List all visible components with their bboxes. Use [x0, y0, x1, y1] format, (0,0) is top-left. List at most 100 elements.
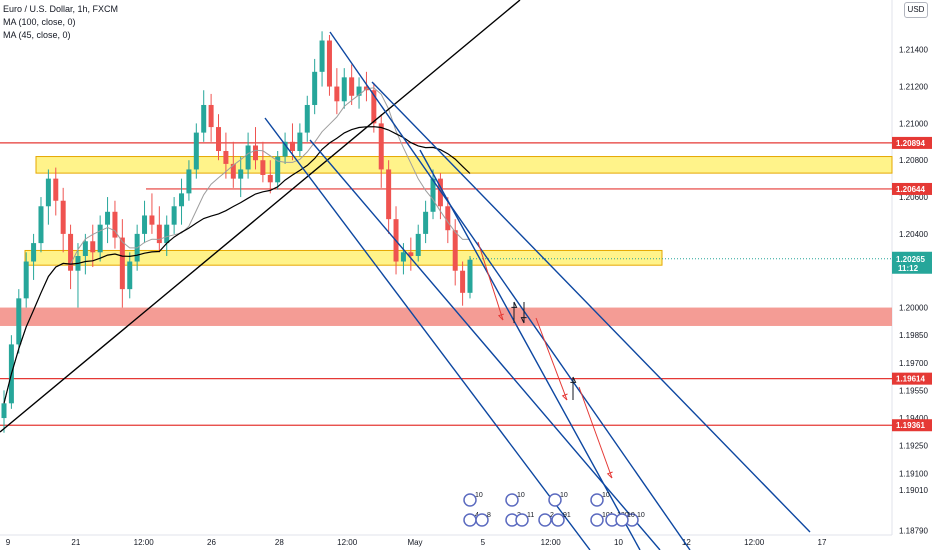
candle-body[interactable] — [127, 261, 133, 290]
candle-body[interactable] — [223, 151, 229, 164]
support-zone-red[interactable] — [0, 307, 892, 326]
candle-body[interactable] — [23, 261, 29, 299]
candle-body[interactable] — [445, 206, 451, 231]
y-tick-label: 1.20600 — [899, 193, 928, 202]
candle-body[interactable] — [179, 193, 185, 207]
event-marker-icon[interactable] — [463, 493, 477, 507]
candle-body[interactable] — [164, 224, 170, 244]
projection-arrow[interactable] — [477, 241, 504, 321]
candle-body[interactable] — [408, 252, 414, 256]
event-count-label: 10 — [517, 492, 525, 499]
candle-body[interactable] — [149, 215, 155, 225]
candle-body[interactable] — [430, 178, 436, 212]
y-tick-label: 1.21200 — [899, 83, 928, 92]
candle-body[interactable] — [319, 40, 325, 72]
candle-body[interactable] — [415, 233, 421, 256]
event-marker-icon[interactable] — [515, 513, 529, 527]
symbol-title[interactable]: Euro / U.S. Dollar, 1h, FXCM — [3, 4, 119, 14]
projection-arrow[interactable] — [535, 317, 568, 401]
candle-body[interactable] — [38, 206, 44, 244]
candle-body[interactable] — [97, 224, 103, 253]
candle-body[interactable] — [142, 215, 148, 234]
event-marker-icon[interactable] — [475, 513, 489, 527]
candle-body[interactable] — [156, 224, 162, 244]
candle-body[interactable] — [452, 230, 458, 271]
candle-body[interactable] — [275, 156, 281, 183]
candle-body[interactable] — [216, 127, 222, 152]
candle-body[interactable] — [349, 77, 355, 96]
candle-body[interactable] — [16, 298, 22, 345]
support-zone-yellow[interactable] — [24, 249, 663, 266]
downtrend-line[interactable] — [309, 139, 661, 550]
ma100-label[interactable]: MA (100, close, 0) — [3, 17, 76, 27]
candle-body[interactable] — [31, 243, 37, 262]
candle-body[interactable] — [356, 86, 362, 96]
candle-body[interactable] — [238, 169, 244, 179]
candle-body[interactable] — [437, 178, 443, 207]
support-zone-yellow[interactable] — [35, 156, 893, 174]
event-marker-icon[interactable] — [505, 493, 519, 507]
candle-body[interactable] — [341, 77, 347, 102]
candle-body[interactable] — [267, 174, 273, 183]
currency-button[interactable]: USD — [904, 2, 928, 18]
level-badge-label: 1.20894 — [896, 139, 925, 148]
x-tick-label: 12 — [682, 538, 691, 547]
candle-body[interactable] — [201, 104, 207, 133]
candle-body[interactable] — [460, 270, 466, 293]
downtrend-line[interactable] — [264, 117, 591, 550]
downtrend-line[interactable] — [419, 149, 641, 550]
event-marker-icon[interactable] — [615, 513, 629, 527]
candle-body[interactable] — [312, 71, 318, 105]
candle-body[interactable] — [208, 104, 214, 128]
event-count-label: 2 — [550, 512, 554, 519]
candle-body[interactable] — [467, 259, 473, 293]
ma100-line[interactable] — [3, 126, 471, 404]
candle-body[interactable] — [334, 86, 340, 102]
candle-body[interactable] — [400, 252, 406, 262]
candle-body[interactable] — [53, 178, 59, 201]
event-marker-icon[interactable] — [590, 513, 604, 527]
candle-body[interactable] — [378, 123, 384, 170]
projection-arrow-head — [497, 313, 504, 321]
candle-body[interactable] — [105, 211, 111, 225]
candle-body[interactable] — [90, 241, 96, 253]
candle-body[interactable] — [282, 141, 288, 157]
candle-body[interactable] — [297, 132, 303, 152]
candle-body[interactable] — [112, 211, 118, 238]
candle-body[interactable] — [371, 90, 377, 124]
candle-body[interactable] — [119, 237, 125, 290]
candle-body[interactable] — [60, 200, 66, 234]
candle-body[interactable] — [245, 145, 251, 170]
event-marker-icon[interactable] — [538, 513, 552, 527]
uptrend-line[interactable] — [0, 0, 521, 433]
candle-body[interactable] — [326, 40, 332, 87]
candle-body[interactable] — [386, 169, 392, 220]
event-marker-icon[interactable] — [590, 493, 604, 507]
candle-body[interactable] — [260, 160, 266, 175]
candle-body[interactable] — [304, 104, 310, 133]
candle-body[interactable] — [45, 178, 51, 207]
downtrend-line[interactable] — [371, 81, 811, 533]
event-marker-icon[interactable] — [548, 493, 562, 507]
downtrend-line[interactable] — [329, 31, 691, 550]
level-badge — [892, 182, 932, 195]
candle-body[interactable] — [186, 169, 192, 194]
candle-body[interactable] — [68, 233, 74, 271]
event-marker-icon[interactable] — [551, 513, 565, 527]
projection-arrow-head — [561, 393, 568, 401]
candle-body[interactable] — [171, 206, 177, 225]
candle-body[interactable] — [230, 163, 236, 179]
price-axis[interactable] — [892, 0, 932, 550]
x-tick-label: 26 — [207, 538, 216, 547]
projection-arrow[interactable] — [578, 386, 613, 479]
candle-body[interactable] — [252, 145, 258, 161]
candle-body[interactable] — [1, 403, 7, 419]
ma45-line[interactable] — [3, 87, 471, 404]
candle-body[interactable] — [82, 241, 88, 256]
candle-body[interactable] — [193, 132, 199, 170]
ma45-label[interactable]: MA (45, close, 0) — [3, 30, 71, 40]
candle-body[interactable] — [423, 211, 429, 234]
candle-body[interactable] — [289, 141, 295, 152]
